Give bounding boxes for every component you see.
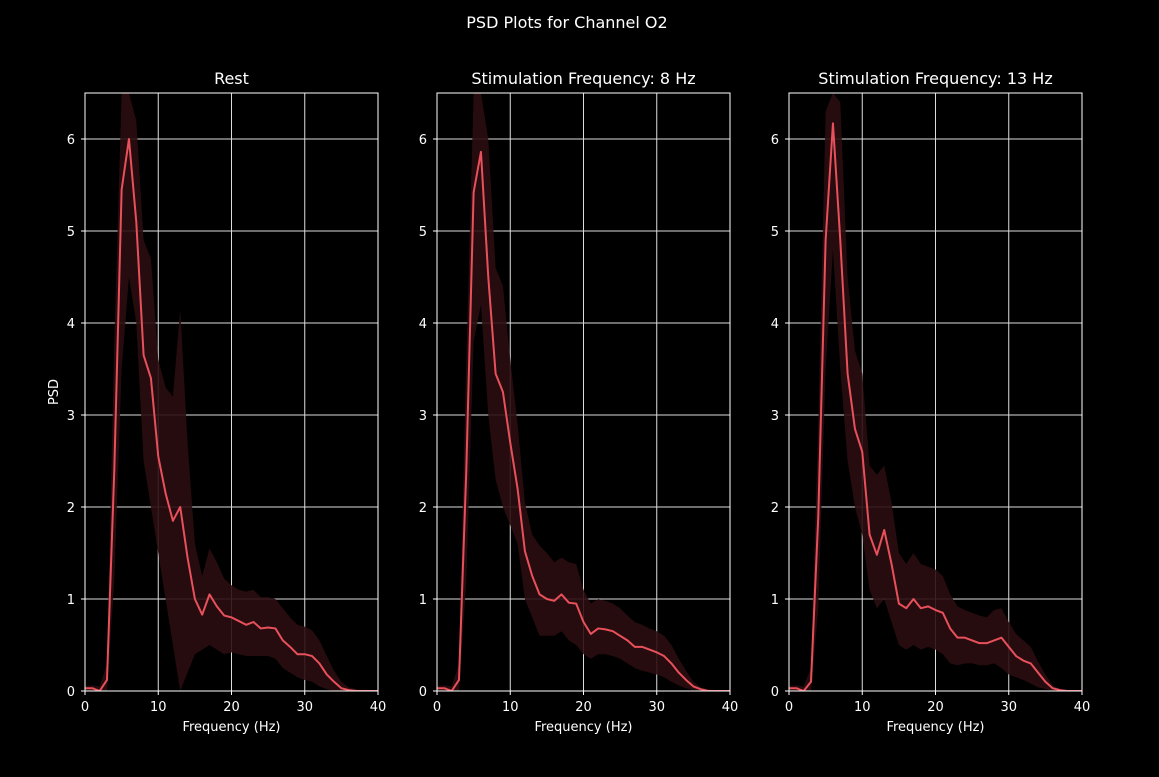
x-axis-label: Frequency (Hz) (534, 720, 632, 735)
y-tick-label: 2 (419, 501, 427, 516)
y-tick-label: 2 (771, 501, 779, 516)
y-tick-label: 0 (67, 685, 75, 700)
x-tick-label: 10 (150, 700, 167, 715)
x-tick-label: 20 (223, 700, 240, 715)
panel-title: Stimulation Frequency: 13 Hz (818, 69, 1052, 88)
x-tick-label: 0 (81, 700, 89, 715)
x-tick-label: 40 (722, 700, 739, 715)
y-tick-label: 3 (67, 409, 75, 424)
y-axis-label: PSD (47, 379, 62, 405)
psd-confidence-band (789, 93, 1082, 691)
chart-panel-3: Stimulation Frequency: 13 Hz 0 10 20 30 40 0 1 2… (771, 69, 1091, 735)
y-tick-label: 2 (67, 501, 75, 516)
x-axis-label: Frequency (Hz) (182, 720, 280, 735)
y-tick-label: 6 (771, 133, 779, 148)
y-tick-label: 3 (771, 409, 779, 424)
y-tick-label: 4 (419, 317, 427, 332)
psd-mean-line (85, 138, 378, 691)
y-tick-label: 0 (771, 685, 779, 700)
x-tick-label: 20 (575, 700, 592, 715)
x-tick-label: 0 (785, 700, 793, 715)
x-tick-label: 30 (648, 700, 665, 715)
x-tick-label: 10 (502, 700, 519, 715)
x-tick-label: 10 (854, 700, 871, 715)
psd-mean-line (789, 122, 1082, 691)
x-tick-label: 0 (433, 700, 441, 715)
y-tick-label: 1 (419, 593, 427, 608)
y-tick-label: 1 (771, 593, 779, 608)
chart-panel-1: Rest 0 10 20 30 40 0 1 2 3 4 5 6 Frequency (Hz) PSD (47, 69, 386, 735)
y-tick-label: 0 (419, 685, 427, 700)
x-tick-label: 30 (1000, 700, 1017, 715)
panel-title: Stimulation Frequency: 8 Hz (471, 69, 695, 88)
y-tick-label: 1 (67, 593, 75, 608)
psd-mean-line (437, 150, 730, 691)
y-tick-label: 6 (67, 133, 75, 148)
figure-title: PSD Plots for Channel O2 (466, 13, 667, 32)
y-tick-label: 4 (67, 317, 75, 332)
x-tick-label: 30 (296, 700, 313, 715)
x-tick-label: 40 (370, 700, 387, 715)
x-tick-label: 20 (927, 700, 944, 715)
panel-title: Rest (214, 69, 249, 88)
x-axis-label: Frequency (Hz) (886, 720, 984, 735)
y-tick-label: 3 (419, 409, 427, 424)
chart-panel-2: Stimulation Frequency: 8 Hz 0 10 20 30 40 0 1 2 3… (419, 69, 739, 735)
y-tick-label: 6 (419, 133, 427, 148)
psd-confidence-band (85, 93, 378, 691)
y-tick-label: 5 (771, 225, 779, 240)
x-tick-label: 40 (1074, 700, 1091, 715)
psd-confidence-band (437, 93, 730, 691)
y-tick-label: 5 (419, 225, 427, 240)
y-tick-label: 4 (771, 317, 779, 332)
y-tick-label: 5 (67, 225, 75, 240)
